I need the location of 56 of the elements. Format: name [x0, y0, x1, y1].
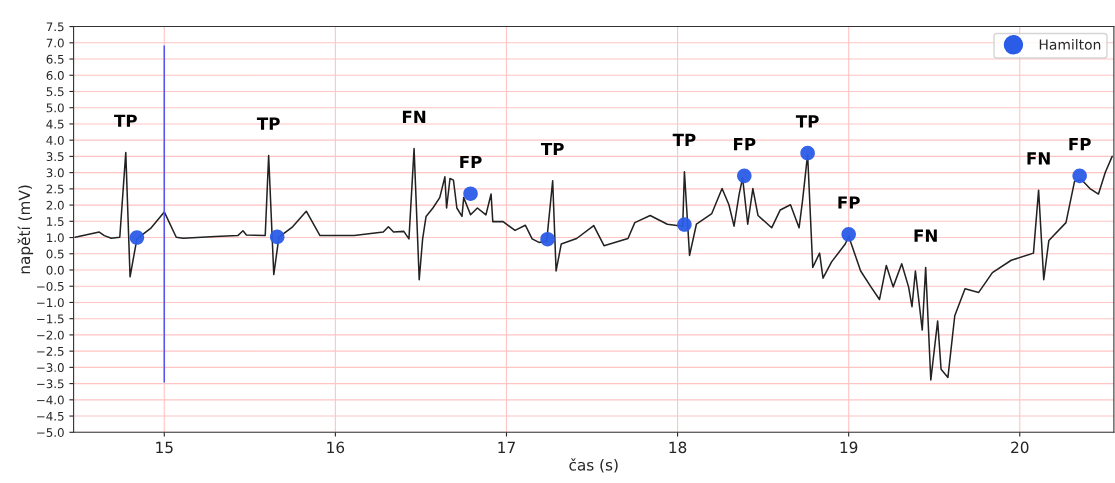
y-tick-label: 7.5 — [46, 22, 64, 32]
y-tick-label: −1.0 — [37, 298, 64, 308]
x-tick-label: 19 — [840, 441, 858, 454]
y-tick-label: 2.0 — [46, 200, 64, 210]
y-tick-label: −1.5 — [37, 314, 64, 324]
y-tick-label: −2.5 — [37, 346, 64, 356]
y-tick-label: −5.0 — [37, 428, 64, 437]
annotation: FN — [1027, 152, 1050, 165]
annotation: TP — [672, 133, 696, 146]
y-tick-label: 5.5 — [46, 87, 64, 97]
point — [540, 231, 555, 247]
y-tick-label: 5.0 — [46, 103, 64, 113]
y-tick-label: 0.0 — [46, 265, 64, 275]
y-tick-label: 6.5 — [46, 54, 64, 64]
y-tick-label: 3.0 — [46, 168, 64, 178]
annotation: FP — [734, 138, 756, 151]
y-tick-label: −0.5 — [37, 281, 64, 291]
annotation: TP — [256, 117, 280, 130]
y-axis-title: napětí (mV) — [17, 185, 34, 274]
point — [800, 145, 815, 161]
y-tick-label: −3.0 — [37, 363, 64, 373]
y-tick-label: 4.5 — [46, 119, 64, 129]
y-tick-label: 1.0 — [47, 233, 64, 243]
legend-label: Hamilton — [1039, 39, 1101, 50]
point — [269, 229, 285, 245]
point — [677, 217, 692, 232]
annotation: FP — [460, 155, 482, 169]
point — [841, 227, 856, 242]
y-tick-label: 4.0 — [46, 135, 64, 145]
y-tick-label: 2.5 — [46, 184, 64, 194]
x-tick-label: 20 — [1011, 441, 1029, 454]
annotation: FP — [838, 196, 860, 209]
annotation: FN — [914, 229, 937, 242]
y-tick-label: 6.0 — [46, 70, 64, 80]
annotation: TP — [795, 115, 819, 128]
y-tick-label: 1.5 — [47, 217, 64, 226]
y-tick-label: −4.5 — [37, 411, 64, 421]
y-tick-label: 0.5 — [46, 249, 64, 259]
y-tick-label: −4.0 — [37, 395, 64, 405]
x-tick-label: 16 — [327, 441, 345, 454]
point — [737, 168, 752, 184]
x-axis-title: čas (s) — [569, 458, 618, 473]
y-tick-label: 7.0 — [46, 38, 64, 48]
x-tick-label: 18 — [669, 441, 687, 454]
point — [463, 186, 478, 202]
x-tick-label: 15 — [156, 441, 173, 454]
y-tick-label: −2.0 — [37, 330, 64, 340]
annotation: TP — [540, 142, 564, 156]
y-tick-label: −3.5 — [37, 379, 64, 389]
point — [129, 230, 145, 245]
y-tick-label: 3.5 — [46, 152, 64, 162]
annotation: FN — [402, 110, 426, 123]
annotation: FP — [1069, 138, 1091, 151]
x-tick-label: 17 — [498, 441, 515, 453]
annotation: TP — [114, 114, 137, 127]
point — [1072, 168, 1087, 184]
